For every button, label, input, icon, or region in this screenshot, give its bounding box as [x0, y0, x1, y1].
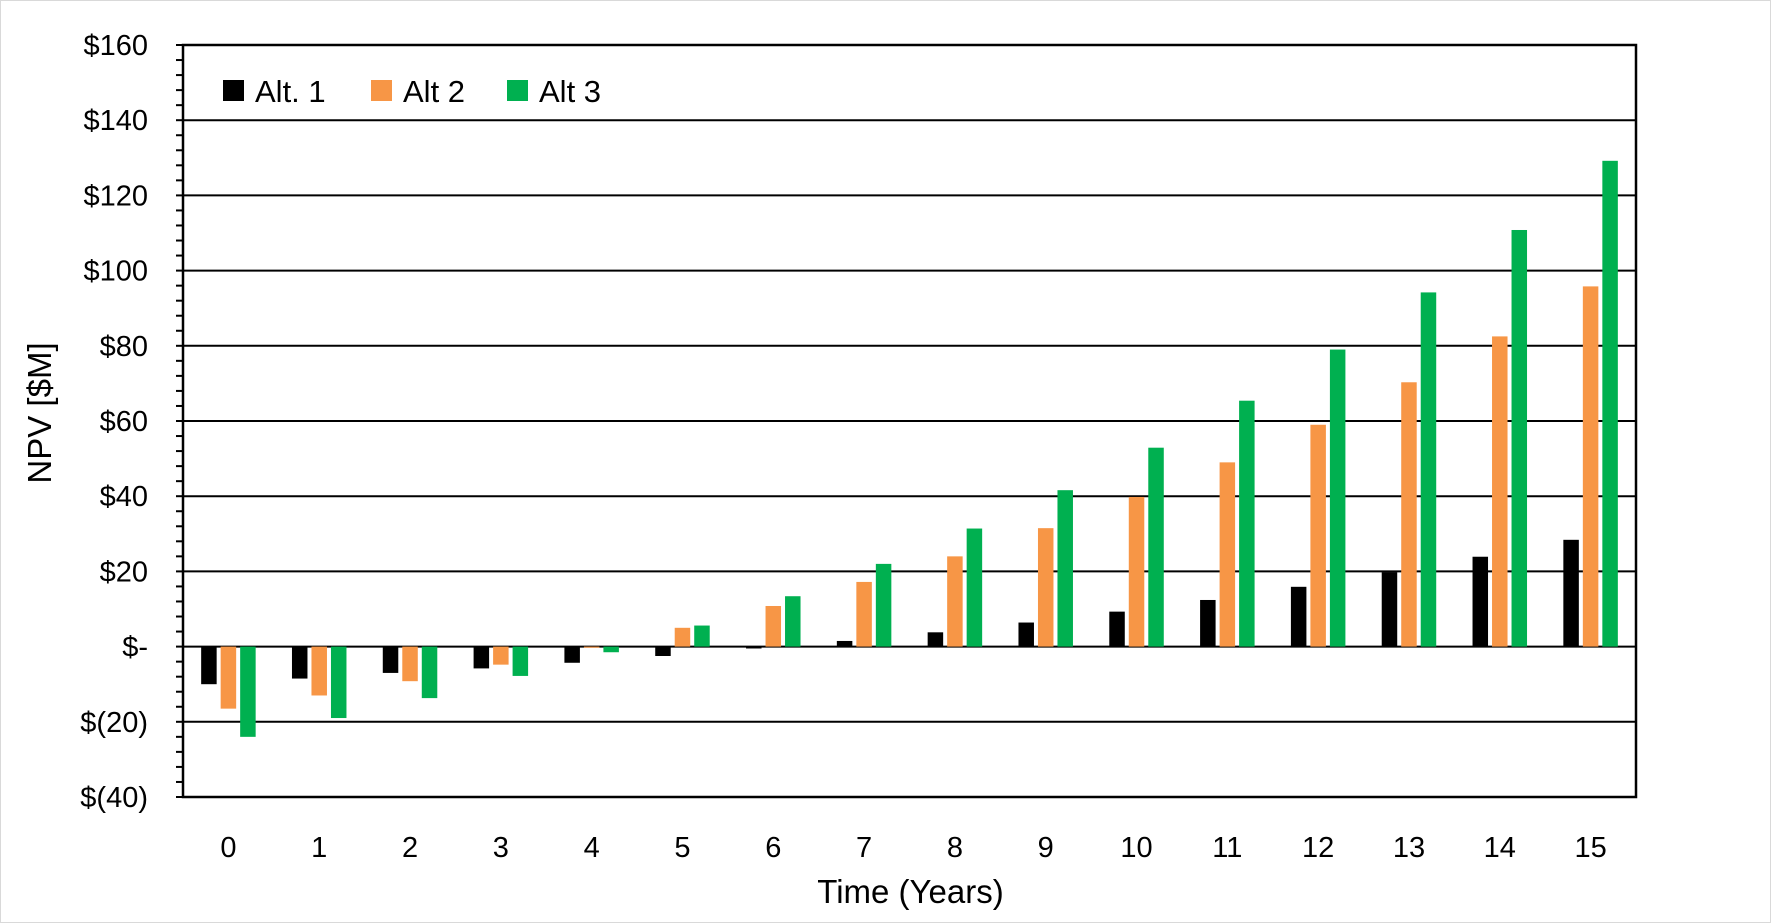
- bars: [201, 160, 1618, 737]
- bar-alt-1-year-1: [291, 646, 308, 679]
- bar-alt-3-year-5: [694, 625, 710, 647]
- axes: [176, 43, 1638, 799]
- bar-alt-3-year-10: [1148, 447, 1164, 647]
- x-tick-label: 8: [947, 832, 963, 864]
- bar-alt-2-year-0: [220, 646, 237, 709]
- bar-alt-1-year-14: [1472, 556, 1489, 647]
- bar-alt-3-year-2: [421, 646, 438, 699]
- x-tick-label: 5: [674, 832, 690, 864]
- x-tick-label: 12: [1302, 832, 1334, 864]
- x-tick-label: 6: [765, 832, 781, 864]
- y-tick-label: $140: [83, 105, 148, 137]
- y-tick-label: $40: [100, 481, 148, 513]
- x-tick-label: 2: [402, 832, 418, 864]
- y-tick-label: $(20): [80, 707, 148, 739]
- legend: Alt. 1 Alt 2 Alt 3: [223, 74, 601, 109]
- legend-swatch-alt-2: [371, 80, 392, 101]
- x-tick-label: 11: [1212, 832, 1242, 864]
- bar-alt-1-year-10: [1109, 611, 1125, 647]
- bar-alt-2-year-2: [402, 646, 418, 682]
- x-tick-label: 10: [1120, 832, 1152, 864]
- bar-alt-2-year-14: [1492, 336, 1508, 647]
- bar-alt-2-year-6: [765, 605, 782, 647]
- x-tick-label: 13: [1393, 832, 1425, 864]
- bar-alt-3-year-14: [1511, 229, 1528, 647]
- bar-alt-3-year-15: [1602, 160, 1618, 647]
- bar-alt-3-year-3: [512, 646, 529, 676]
- bar-alt-2-year-11: [1219, 462, 1236, 647]
- bar-alt-1-year-0: [201, 646, 217, 685]
- bar-alt-1-year-9: [1018, 622, 1034, 647]
- legend-swatch-alt-3: [507, 80, 528, 101]
- x-tick-label: 15: [1574, 832, 1606, 864]
- bar-alt-1-year-15: [1563, 539, 1579, 647]
- x-tick-label: 1: [311, 832, 327, 864]
- x-tick-label: 0: [220, 832, 236, 864]
- x-tick-label: 14: [1484, 832, 1516, 864]
- y-tick-label: $120: [83, 180, 148, 212]
- bar-alt-2-year-1: [311, 646, 327, 696]
- bar-alt-1-year-12: [1290, 586, 1307, 647]
- legend-label-alt-3: Alt 3: [539, 74, 601, 109]
- bar-alt-2-year-3: [493, 646, 509, 665]
- bar-alt-1-year-13: [1381, 572, 1398, 647]
- bar-alt-2-year-12: [1310, 424, 1326, 647]
- bar-alt-2-year-9: [1037, 528, 1054, 647]
- legend-label-alt-2: Alt 2: [403, 74, 465, 109]
- y-axis-title: NPV [$M]: [21, 342, 58, 483]
- bar-alt-2-year-15: [1582, 286, 1599, 647]
- bar-alt-1-year-4: [564, 646, 580, 663]
- y-tick-label: $-: [122, 632, 148, 664]
- bar-alt-1-year-3: [473, 646, 490, 669]
- bar-alt-1-year-11: [1200, 599, 1216, 647]
- bar-alt-2-year-4: [583, 646, 600, 648]
- y-tick-label: $(40): [80, 782, 148, 814]
- gridlines: [183, 119, 1636, 723]
- bar-alt-2-year-13: [1401, 382, 1417, 647]
- bar-alt-2-year-7: [856, 581, 872, 647]
- bar-alt-2-year-10: [1128, 496, 1145, 647]
- x-tick-labels: 0 1 2 3 4 5 6 7 8 9 10 11 12 13 14 15: [220, 832, 1606, 864]
- legend-label-alt-1: Alt. 1: [255, 74, 326, 109]
- bar-alt-3-year-4: [603, 646, 619, 653]
- y-tick-label: $20: [100, 556, 148, 588]
- bar-alt-3-year-13: [1420, 292, 1437, 647]
- bar-alt-3-year-11: [1239, 400, 1255, 647]
- bar-alt-3-year-1: [330, 646, 347, 719]
- legend-swatch-alt-1: [223, 80, 244, 101]
- bar-alt-3-year-8: [966, 528, 983, 647]
- y-tick-label: $60: [100, 406, 148, 438]
- y-tick-label: $160: [83, 30, 148, 62]
- bar-alt-3-year-6: [785, 596, 801, 647]
- x-tick-label: 3: [493, 832, 509, 864]
- bar-alt-3-year-7: [875, 563, 892, 647]
- x-tick-label: 9: [1038, 832, 1054, 864]
- x-tick-label: 4: [584, 832, 600, 864]
- y-tick-labels: $(40) $(20) $- $20 $40 $60 $80 $100 $120 $140 $160: [80, 30, 148, 814]
- bar-alt-2-year-8: [947, 556, 963, 647]
- bar-alt-1-year-8: [927, 632, 944, 647]
- bar-alt-3-year-0: [240, 646, 256, 737]
- bar-alt-3-year-9: [1057, 490, 1073, 647]
- x-axis-title: Time (Years): [817, 873, 1003, 910]
- y-tick-label: $100: [83, 256, 148, 288]
- x-tick-label: 7: [856, 832, 872, 864]
- bar-alt-1-year-6: [746, 646, 762, 649]
- bar-alt-2-year-5: [674, 627, 691, 647]
- bar-alt-1-year-7: [836, 640, 853, 647]
- bar-alt-1-year-2: [382, 646, 399, 673]
- y-tick-label: $80: [100, 331, 148, 363]
- bar-alt-3-year-12: [1329, 349, 1346, 647]
- bar-alt-1-year-5: [655, 646, 671, 656]
